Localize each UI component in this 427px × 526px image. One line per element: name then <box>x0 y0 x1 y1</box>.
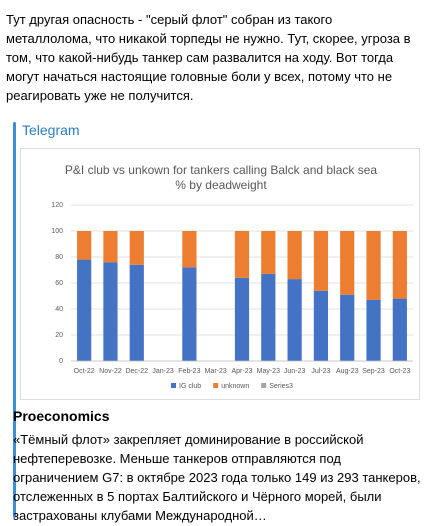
preview-site[interactable]: Telegram <box>22 122 80 138</box>
x-tick-label: Oct-23 <box>389 368 410 375</box>
bar-segment <box>103 262 118 361</box>
bar-segment <box>77 259 92 361</box>
x-tick-label: Jul-23 <box>311 368 330 375</box>
x-tick-label: Jan-23 <box>152 368 174 375</box>
chart: 0 20 40 60 80 100 120 Oct-22 Nov-22 Dec-22 Jan-23 F… <box>51 202 413 390</box>
legend-marker <box>261 383 267 388</box>
quote-bar <box>13 122 16 518</box>
legend-label: Series3 <box>269 383 293 390</box>
y-tick-label: 40 <box>55 306 63 313</box>
bar-segment <box>313 290 329 361</box>
legend-marker <box>213 383 219 388</box>
x-tick-label: Nov-22 <box>99 368 122 375</box>
bar-segment <box>129 264 144 361</box>
bar-segment <box>182 267 197 361</box>
bar-segment <box>366 299 381 361</box>
chart-image[interactable]: P&I club vs unkown for tankers calling B… <box>20 148 420 400</box>
bar-segment <box>392 298 407 361</box>
bar-segment <box>103 231 118 263</box>
legend-label: unknown <box>221 383 249 390</box>
x-tick-label: May-23 <box>257 368 280 375</box>
x-tick-label: Mar-23 <box>205 368 227 375</box>
bar-segment <box>287 279 302 361</box>
x-tick-label: Feb-23 <box>178 368 200 375</box>
bar-segment <box>129 231 144 265</box>
x-tick-label: Oct-22 <box>74 368 95 375</box>
legend-marker <box>171 383 176 388</box>
x-tick-label: Dec-22 <box>125 368 148 375</box>
bar-segment <box>287 231 302 280</box>
y-tick-label: 100 <box>51 228 63 235</box>
y-tick-label: 20 <box>55 332 63 339</box>
y-tick-label: 60 <box>55 280 63 287</box>
post-text: Тут другая опасность - "серый флот" собр… <box>6 12 411 103</box>
y-tick-label: 0 <box>59 358 63 365</box>
x-tick-label: Aug-23 <box>336 368 359 375</box>
bar-segment <box>340 294 355 361</box>
legend-label: IG club <box>179 383 201 390</box>
bar-segment <box>261 231 276 274</box>
bar-segment <box>234 277 250 361</box>
bar-segment <box>392 231 407 299</box>
bar-segment <box>313 231 329 291</box>
y-tick-label: 80 <box>55 254 63 261</box>
bar-segment <box>340 231 355 295</box>
bar-segment <box>182 231 197 268</box>
chart-title: P&I club vs unkown for tankers calling B… <box>64 163 378 192</box>
x-tick-label: Apr-23 <box>231 368 252 375</box>
x-tick-label: Sep-23 <box>362 368 385 375</box>
bar-segment <box>234 231 250 278</box>
bar-segment <box>77 231 92 260</box>
y-tick-label: 120 <box>51 202 63 209</box>
preview-title[interactable]: Proeconomics <box>13 408 110 424</box>
preview-text: «Тёмный флот» закрепляет доминирование в… <box>13 432 421 523</box>
bar-segment <box>366 231 381 300</box>
bar-segment <box>261 273 276 361</box>
x-tick-label: Jun-23 <box>284 368 306 375</box>
